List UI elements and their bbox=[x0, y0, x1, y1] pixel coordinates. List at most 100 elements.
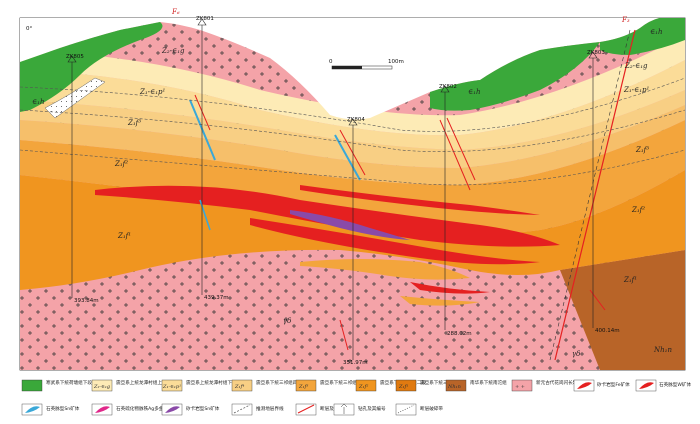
w-vein-1 bbox=[189, 99, 216, 161]
legend-label-13: 石英硫化物脉铁Ag多金属矿体 bbox=[116, 405, 178, 412]
label-right-f3: Z₁f³ bbox=[635, 146, 649, 154]
inferred-contact-3 bbox=[20, 77, 685, 132]
fault-f3-label: F₃ bbox=[621, 16, 630, 24]
legend-swatch-8-text: Nh₁n bbox=[447, 384, 461, 390]
fe-orebody-main bbox=[95, 185, 560, 247]
borehole-zk804 bbox=[348, 118, 358, 360]
zk801-depth: 439.37m bbox=[204, 295, 229, 301]
legend-swatch-9-text: + + bbox=[515, 384, 525, 390]
fault-f6-label: F₆ bbox=[171, 8, 180, 16]
fe-orebody-upper bbox=[300, 185, 540, 215]
label-f3: Z₁f³ bbox=[127, 119, 141, 127]
legend-label-15: 推测地层界线 bbox=[256, 405, 284, 412]
azimuth-label: 0° bbox=[26, 26, 32, 32]
legend-label-8: 南华系下统南沱组 bbox=[470, 379, 507, 386]
legend-swatch-18 bbox=[395, 403, 417, 416]
label-gamma-right: γδ bbox=[572, 350, 580, 358]
zk802-depth: 288.02m bbox=[447, 331, 472, 337]
legend-swatch-9 bbox=[511, 379, 533, 392]
legend-swatch-3 bbox=[161, 379, 183, 392]
legend-label-11: 石英脉型W矿体 bbox=[659, 381, 692, 388]
legend-label-12: 石英脉型Sn矿体 bbox=[46, 405, 80, 412]
fe-orebody-small bbox=[410, 282, 490, 294]
legend-swatch-2 bbox=[91, 379, 113, 392]
label-f1: Z₁f¹ bbox=[117, 232, 131, 240]
legend-swatch-4 bbox=[231, 379, 253, 392]
legend-label-5: 震旦系下统三祁组三段 bbox=[320, 379, 366, 386]
legend-label-2: 震旦系上统龙潭村组上段 bbox=[116, 379, 167, 386]
borehole-zk801 bbox=[197, 18, 207, 295]
contact-tongue bbox=[300, 259, 470, 280]
zk805-label: ZK805 bbox=[66, 54, 84, 60]
legend-swatch-5-text: Z₁f³ bbox=[298, 384, 308, 390]
legend-label-17: 钻孔及其编号 bbox=[358, 405, 386, 412]
borehole-zk802 bbox=[440, 85, 450, 330]
zk803-label: ZK803 bbox=[587, 50, 605, 56]
label-right-f1: Z₁f¹ bbox=[623, 276, 637, 284]
ag-vein-6 bbox=[589, 289, 606, 311]
inferred-contact-2 bbox=[20, 109, 685, 152]
legend-label-3: 震旦系上统龙潭村组下段 bbox=[186, 379, 237, 386]
z1f3-unit bbox=[20, 105, 685, 185]
ag-vein-1 bbox=[194, 94, 211, 131]
legend-swatch-4-text: Z₁f⁴ bbox=[234, 384, 244, 390]
scale-zero: 0 bbox=[329, 59, 333, 65]
legend-swatch-8 bbox=[445, 379, 467, 392]
legend-swatch-2-text: Z₂-∈₁g bbox=[93, 384, 110, 390]
fault-f3 bbox=[554, 29, 636, 361]
inferred-contact-1 bbox=[20, 149, 685, 186]
cambrian-left bbox=[20, 22, 163, 112]
zk804-depth: 351.97m bbox=[343, 360, 368, 366]
legend: 寒武系下统荷塘组下段 Z₂-∈₁g 震旦系上统龙潭村组上段 Z₁-∈₁p¹ 震旦… bbox=[21, 379, 692, 416]
zk802-label: ZK802 bbox=[439, 84, 457, 90]
label-qs-left: ∈₁h bbox=[32, 98, 45, 106]
zk805-depth: 393.84m bbox=[74, 298, 99, 304]
legend-swatch-7 bbox=[395, 379, 417, 392]
cambrian-mid bbox=[430, 42, 600, 111]
ag-vein-4 bbox=[446, 117, 476, 181]
label-z2: Z₂-∈₁g bbox=[161, 47, 185, 55]
z2-unit bbox=[20, 35, 685, 136]
scale-length: 100m bbox=[388, 59, 404, 65]
legend-swatch-15 bbox=[231, 403, 253, 416]
label-nh: Nh₁n bbox=[653, 346, 672, 354]
label-gamma: γδ bbox=[283, 317, 291, 325]
fault-f3-zone bbox=[549, 29, 631, 361]
label-z1p1: Z₁-∈₁p¹ bbox=[139, 88, 166, 96]
zk803-depth: 400.14m bbox=[595, 328, 620, 334]
legend-label-4: 震旦系下统三祁组四段 bbox=[256, 379, 302, 386]
label-right-f2: Z₁f² bbox=[631, 206, 645, 214]
legend-swatch-6-text: Z₁f² bbox=[358, 384, 368, 390]
z1f4-unit bbox=[20, 90, 685, 168]
w-vein-3 bbox=[199, 199, 211, 231]
label-f2: Z₁f² bbox=[114, 160, 128, 168]
legend-label-9: 新元古代花岗闪长岩 bbox=[536, 379, 578, 386]
contact-tongue-2 bbox=[400, 296, 480, 306]
borehole-zk803 bbox=[588, 51, 598, 328]
cambrian-right bbox=[600, 18, 685, 55]
zk801-label: ZK801 bbox=[196, 16, 214, 22]
label-right-p1: Z₁-∈₁p¹ bbox=[623, 86, 650, 94]
z1f2-unit bbox=[20, 120, 685, 234]
label-qs-mid: ∈₁h bbox=[468, 88, 481, 96]
legend-label-14: 矽卡岩型Sn矿体 bbox=[186, 405, 220, 412]
legend-label-18: 断层破碎带 bbox=[420, 405, 443, 412]
legend-label-7: 震旦系下统三祁组一段 bbox=[420, 379, 466, 386]
legend-swatch-3-text: Z₁-∈₁p¹ bbox=[162, 384, 181, 390]
legend-swatch-1 bbox=[21, 379, 43, 392]
nh-unit bbox=[560, 250, 685, 370]
legend-label-1: 寒武系下统荷塘组下段 bbox=[46, 379, 92, 386]
borehole-zk805 bbox=[67, 55, 77, 298]
legend-swatch-6 bbox=[355, 379, 377, 392]
label-right-z2: Z₂-∈₁g bbox=[624, 62, 648, 70]
breccia-zone bbox=[44, 77, 106, 119]
fe-orebody-lower bbox=[250, 218, 540, 265]
legend-swatch-5 bbox=[295, 379, 317, 392]
zk804-label: ZK804 bbox=[347, 117, 365, 123]
z1-p1-unit bbox=[20, 60, 685, 150]
w-vein-2 bbox=[334, 134, 361, 181]
legend-label-10: 矽卡岩型Fe矿体 bbox=[597, 381, 630, 388]
sn-skarn-body bbox=[290, 210, 410, 240]
